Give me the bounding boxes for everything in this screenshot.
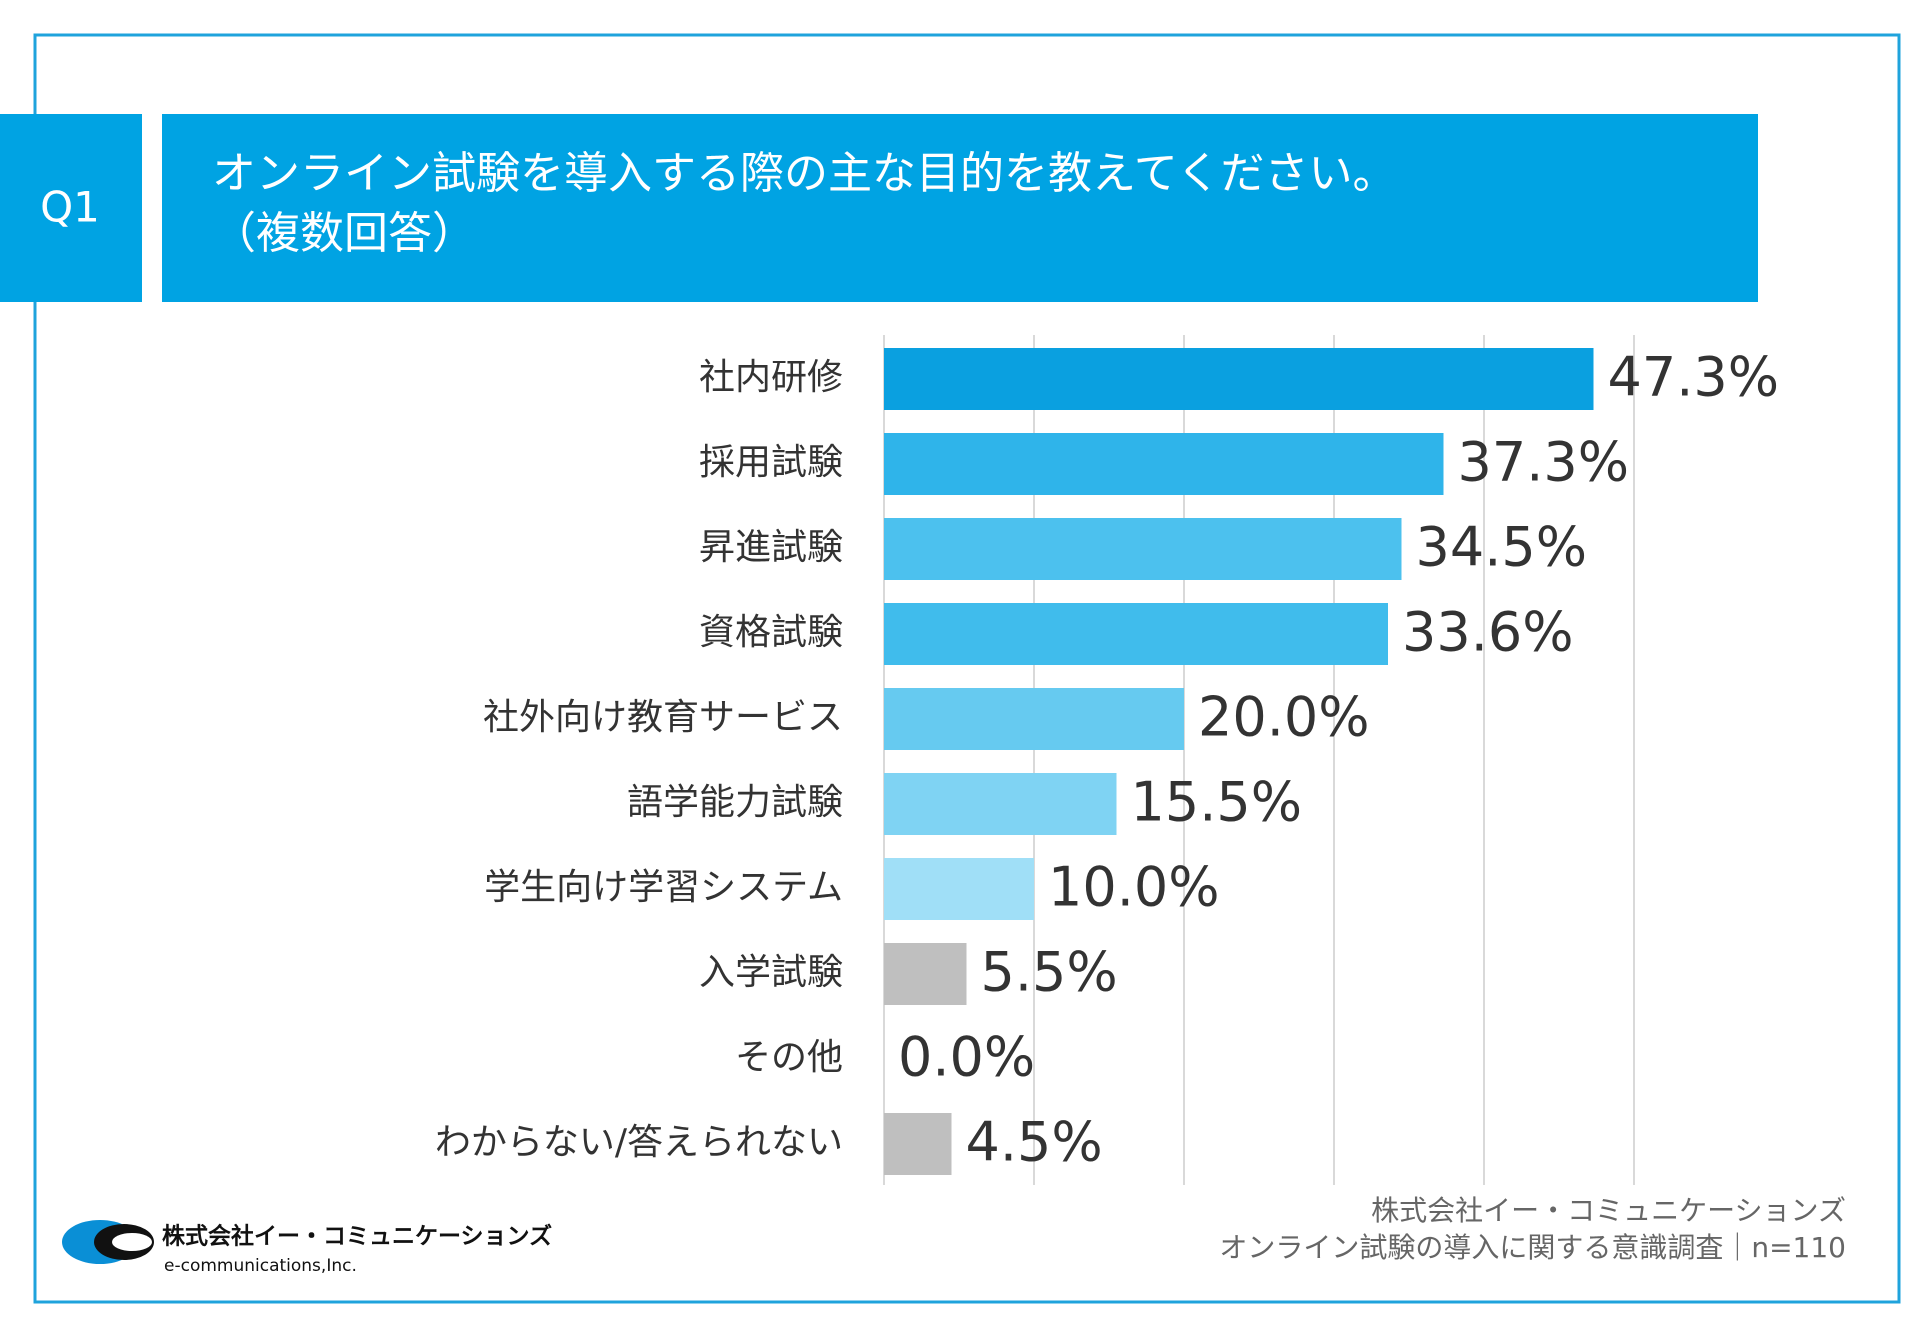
y-tick-label: その他 [735, 1037, 843, 1078]
y-tick-label: 採用試験 [699, 442, 843, 483]
y-tick-label: わからない/答えられない [435, 1122, 843, 1163]
value-label: 20.0% [1198, 686, 1370, 749]
logo-mark [112, 1233, 152, 1251]
bar [884, 773, 1117, 835]
chart-subtitle: （複数回答） [212, 208, 476, 259]
frame [33, 33, 1901, 1304]
badge-box [0, 114, 142, 302]
logo: 株式会社イー・コミュニケーションズ e-communications,Inc. [62, 1220, 552, 1276]
y-tick-label: 社外向け教育サービス [483, 697, 843, 738]
source: 株式会社イー・コミュニケーションズ [1371, 1194, 1846, 1227]
y-tick-label: 語学能力試験 [627, 782, 843, 823]
value-label: 0.0% [898, 1026, 1035, 1089]
value-label: 15.5% [1131, 771, 1303, 834]
y-tick-label: 学生向け学習システム [484, 867, 843, 908]
logo-name-en: e-communications,Inc. [164, 1256, 357, 1276]
bar [884, 1113, 952, 1175]
bar [884, 688, 1184, 750]
bar [884, 603, 1388, 665]
bar [884, 433, 1444, 495]
bar [884, 348, 1594, 410]
chart-title: オンライン試験を導入する際の主な目的を教えてください。 [212, 148, 1396, 199]
source: オンライン試験の導入に関する意識調査｜n=110 [1219, 1231, 1846, 1264]
value-label: 4.5% [966, 1111, 1103, 1174]
y-tick-label: 社内研修 [699, 357, 843, 398]
value-label: 34.5% [1416, 516, 1588, 579]
plot: 社内研修 47.3% 採用試験 37.3% 昇進試験 34.5% 資格試験 33.6% 社外向け… [435, 335, 1779, 1185]
badge: Q1 [40, 183, 100, 232]
value-label: 37.3% [1458, 431, 1630, 494]
value-label: 10.0% [1048, 856, 1220, 919]
y-tick-label: 資格試験 [699, 612, 843, 653]
value-label: 5.5% [981, 941, 1118, 1004]
logo-name: 株式会社イー・コミュニケーションズ [162, 1223, 552, 1250]
bar [884, 943, 967, 1005]
title-bar [162, 114, 1758, 302]
value-label: 47.3% [1608, 346, 1780, 409]
y-tick-label: 昇進試験 [699, 527, 843, 568]
value-label: 33.6% [1402, 601, 1574, 664]
y-tick-label: 入学試験 [699, 952, 843, 993]
bar [884, 858, 1034, 920]
bar [884, 518, 1402, 580]
